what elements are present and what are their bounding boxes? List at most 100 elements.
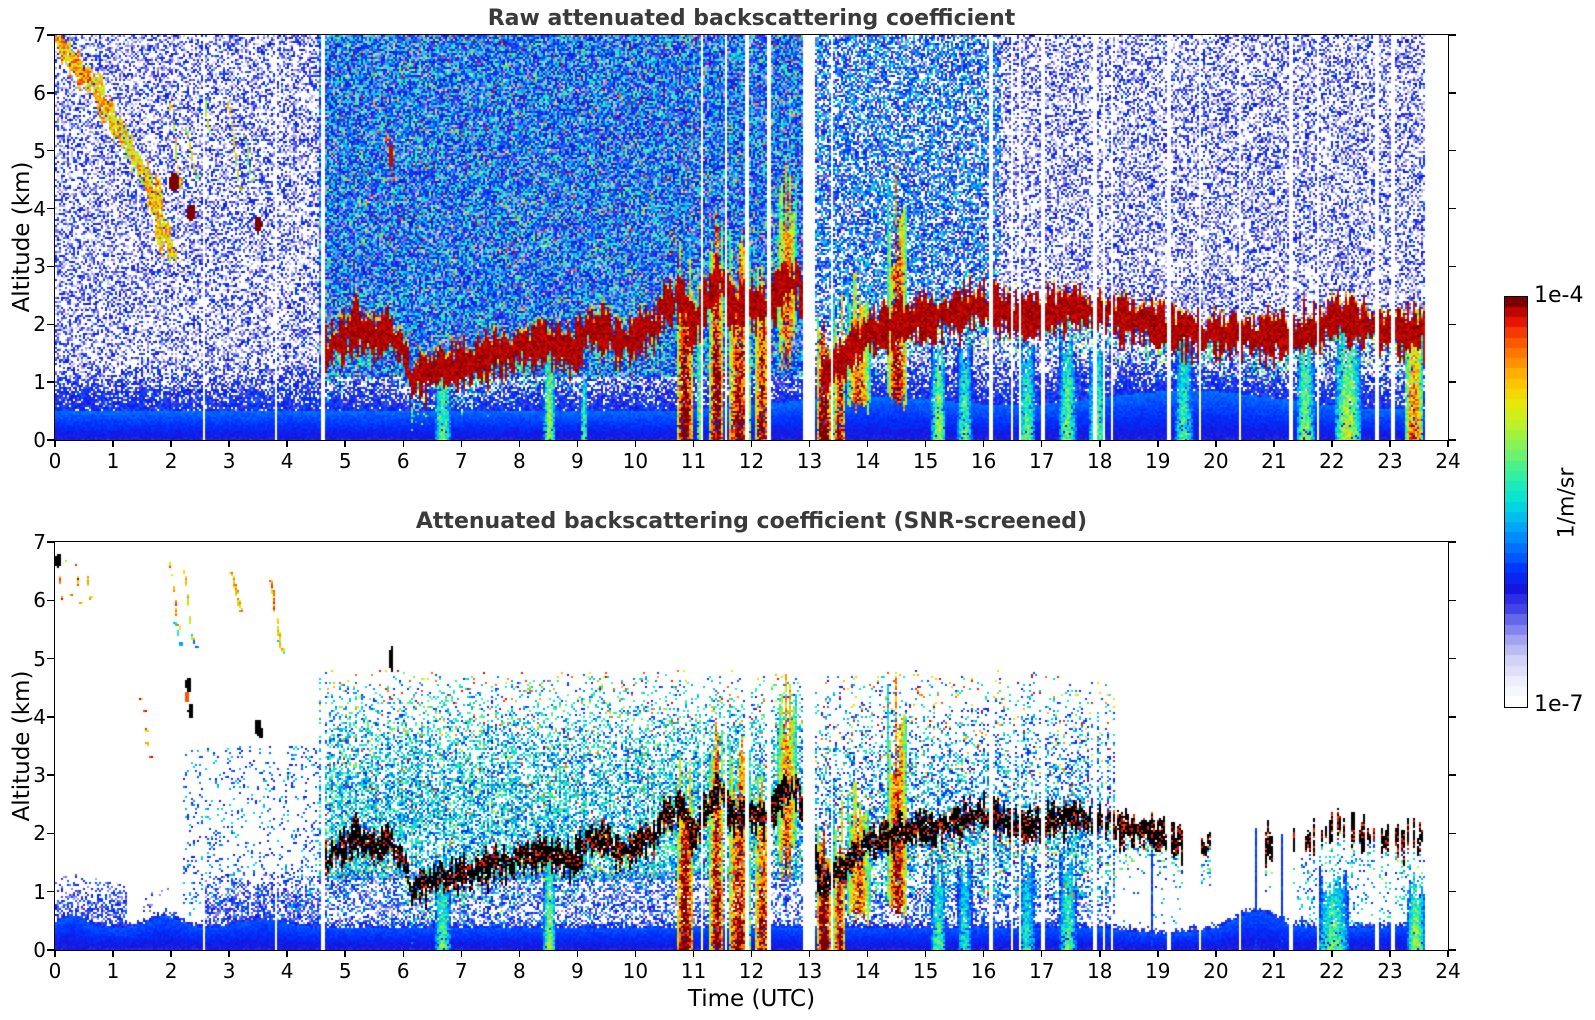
y-tick-label: 3 (33, 763, 46, 788)
screened-backscatter-heatmap (55, 542, 1448, 950)
x-tick (1157, 951, 1159, 957)
x-tick (1447, 441, 1449, 447)
x-tick (576, 441, 579, 447)
y-tick (47, 599, 54, 602)
x-tick-label: 23 (1377, 449, 1403, 473)
x-tick-label: 20 (1203, 449, 1229, 473)
x-tick (112, 441, 114, 447)
x-tick-label: 0 (48, 449, 62, 473)
y-tick-right (1449, 599, 1456, 602)
x-tick (170, 441, 172, 447)
x-tick (1331, 951, 1333, 957)
x-tick (750, 951, 753, 957)
x-tick-label: 1 (106, 449, 120, 473)
y-tick-label: 7 (33, 530, 46, 554)
y-tick-label: 4 (33, 196, 46, 221)
x-tick-label: 12 (738, 449, 765, 473)
x-tick-label: 22 (1319, 449, 1345, 473)
x-tick-label: 9 (571, 959, 584, 983)
x-tick (634, 441, 637, 447)
x-tick-label: 10 (622, 959, 649, 983)
x-tick-label: 15 (912, 959, 939, 983)
y-tick (47, 541, 54, 543)
colorbar-min-label: 1e-7 (1534, 692, 1584, 717)
top-y-axis-label: Altitude (km) (9, 161, 35, 313)
x-tick (750, 441, 753, 447)
x-tick-label: 8 (512, 959, 526, 983)
y-tick-label: 0 (33, 428, 46, 452)
x-tick (1389, 441, 1391, 447)
colorbar-max-label: 1e-4 (1534, 283, 1584, 308)
y-tick (47, 890, 54, 893)
x-tick-label: 14 (854, 959, 881, 983)
x-tick-label: 2 (164, 449, 178, 473)
x-tick (866, 441, 869, 447)
x-tick (170, 951, 172, 957)
x-tick-label: 7 (454, 449, 468, 473)
x-tick (112, 951, 114, 957)
x-tick-label: 21 (1261, 449, 1287, 473)
colorbar-units-label: 1/m/sr (1554, 467, 1580, 539)
y-tick-right (1449, 34, 1456, 36)
x-tick (54, 441, 56, 447)
x-tick-label: 12 (738, 959, 765, 983)
y-tick-label: 4 (33, 704, 46, 729)
y-tick-right (1449, 774, 1456, 776)
y-tick-label: 1 (33, 370, 46, 395)
y-tick-right (1449, 207, 1456, 210)
raw-backscatter-heatmap (55, 35, 1448, 440)
y-tick-label: 5 (33, 138, 46, 163)
x-tick-label: 23 (1377, 959, 1403, 983)
x-tick-label: 19 (1145, 959, 1171, 983)
x-tick-label: 13 (796, 959, 823, 983)
y-tick-right (1449, 832, 1456, 835)
x-tick (692, 441, 695, 447)
x-tick (692, 951, 695, 957)
y-tick-label: 2 (33, 312, 46, 337)
x-tick-label: 18 (1087, 449, 1113, 473)
x-tick-label: 10 (622, 449, 649, 473)
x-tick (924, 441, 927, 447)
y-tick-right (1449, 265, 1456, 268)
x-tick (1215, 441, 1217, 447)
y-tick (47, 439, 54, 441)
x-tick (402, 951, 404, 957)
x-tick (808, 951, 811, 957)
y-tick-right (1449, 92, 1456, 94)
y-tick-right (1449, 439, 1456, 441)
x-tick-label: 16 (970, 449, 997, 473)
y-tick (47, 716, 54, 718)
x-tick-label: 14 (854, 449, 881, 473)
x-tick-label: 7 (454, 959, 468, 983)
y-tick (47, 149, 54, 152)
x-tick-label: 4 (280, 449, 294, 473)
x-tick (460, 441, 463, 447)
x-tick-label: 3 (222, 959, 236, 983)
y-tick-label: 6 (33, 588, 46, 613)
x-tick (518, 441, 521, 447)
x-tick-label: 17 (1028, 449, 1055, 473)
x-tick (1099, 951, 1101, 957)
x-tick-label: 21 (1261, 959, 1287, 983)
y-tick-label: 0 (33, 938, 46, 962)
x-tick (1157, 441, 1159, 447)
y-tick-right (1449, 657, 1456, 660)
x-tick-label: 19 (1145, 449, 1171, 473)
x-tick (402, 441, 404, 447)
x-tick (228, 441, 230, 447)
x-tick (1273, 951, 1275, 957)
y-tick (47, 774, 54, 776)
x-axis-label: Time (UTC) (687, 986, 816, 1012)
x-tick-label: 24 (1435, 959, 1461, 983)
y-tick (47, 34, 54, 36)
x-tick-label: 17 (1028, 959, 1055, 983)
x-tick-label: 22 (1319, 959, 1345, 983)
x-tick (982, 441, 985, 447)
x-tick-label: 0 (48, 959, 62, 983)
bottom-plot-title: Attenuated backscattering coefficient (S… (415, 509, 1088, 534)
y-tick-label: 5 (33, 646, 46, 671)
x-tick-label: 11 (680, 449, 707, 473)
y-tick (47, 207, 54, 210)
x-tick-label: 2 (164, 959, 178, 983)
